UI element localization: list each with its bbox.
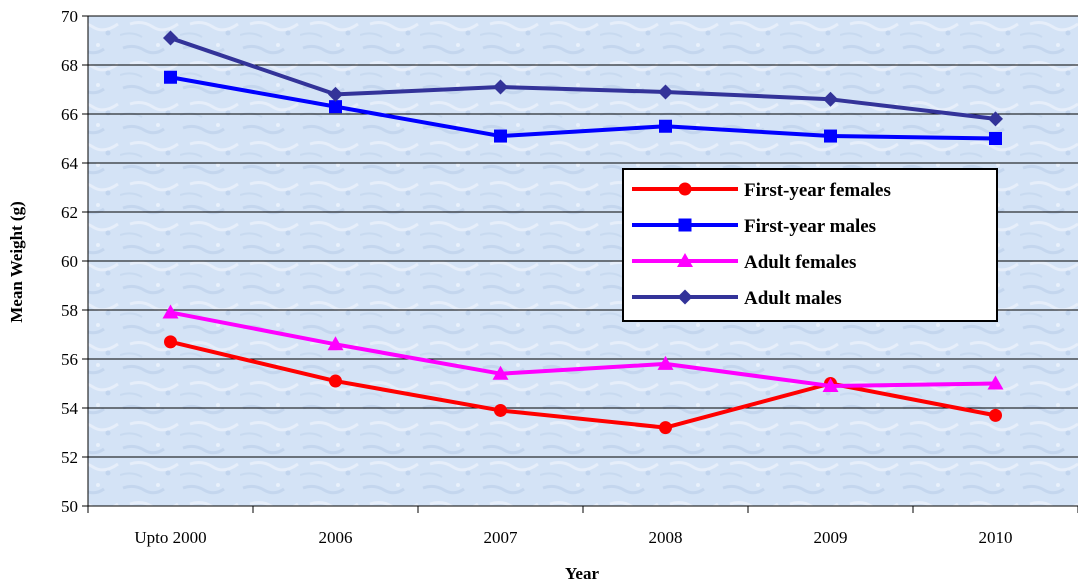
data-point [989,132,1002,145]
data-point [678,182,692,196]
data-point [494,129,507,143]
series-adult-females [162,304,1004,392]
data-point [677,289,693,305]
y-tick-label: 62 [61,203,78,222]
data-point [163,30,178,46]
x-tick-labels: Upto 2000 2006 2007 2008 2009 2010 [134,528,1012,547]
y-tick-label: 64 [61,154,79,173]
x-tick-label: 2008 [649,528,683,547]
y-tick-label: 52 [61,448,78,467]
data-point [164,70,177,84]
x-tick-label: 2009 [814,528,848,547]
series-first-year-males [164,70,1002,145]
y-tick-label: 56 [61,350,78,369]
axes [82,15,1078,513]
series-adult-males [163,30,1003,127]
y-axis-title: Mean Weight (g) [7,201,26,323]
data-point [677,253,693,267]
data-point [162,304,179,319]
data-point [329,374,342,388]
legend-label: Adult males [744,288,842,309]
y-tick-label: 66 [61,105,78,124]
legend: First-year females First-year males Adult … [622,168,998,322]
data-point [657,355,674,370]
data-point [988,111,1003,127]
x-tick-label: 2007 [484,528,519,547]
data-point [659,119,672,133]
data-point [824,129,837,143]
x-tick-label: Upto 2000 [134,528,206,547]
data-point [164,335,177,349]
legend-label: Adult females [744,252,856,273]
y-tick-label: 54 [61,399,79,418]
data-point [822,377,839,392]
x-tick-label: 2006 [319,528,353,547]
y-tick-label: 58 [61,301,78,320]
data-point [823,91,838,107]
data-point [987,375,1004,390]
data-point [327,336,344,351]
x-axis-title: Year [565,564,599,583]
series-line [170,75,996,141]
data-point [989,408,1002,422]
x-tick-label: 2010 [979,528,1013,547]
data-point [493,79,508,95]
data-point [492,365,509,380]
series-line [170,310,996,388]
data-point [329,100,342,114]
y-tick-label: 70 [61,7,78,26]
legend-label: First-year females [744,180,891,201]
data-point [658,84,673,100]
data-point [659,421,672,435]
data-point [494,403,507,417]
series-line [170,339,996,430]
series-layer [162,30,1004,435]
data-point [678,218,692,232]
series-line [169,36,996,121]
y-tick-labels: 50 52 54 56 58 60 62 64 66 68 70 [61,7,79,516]
y-tick-label: 68 [61,56,78,75]
data-point [328,86,343,102]
legend-label: First-year males [744,216,876,237]
y-tick-label: 60 [61,252,78,271]
y-tick-label: 50 [61,497,78,516]
